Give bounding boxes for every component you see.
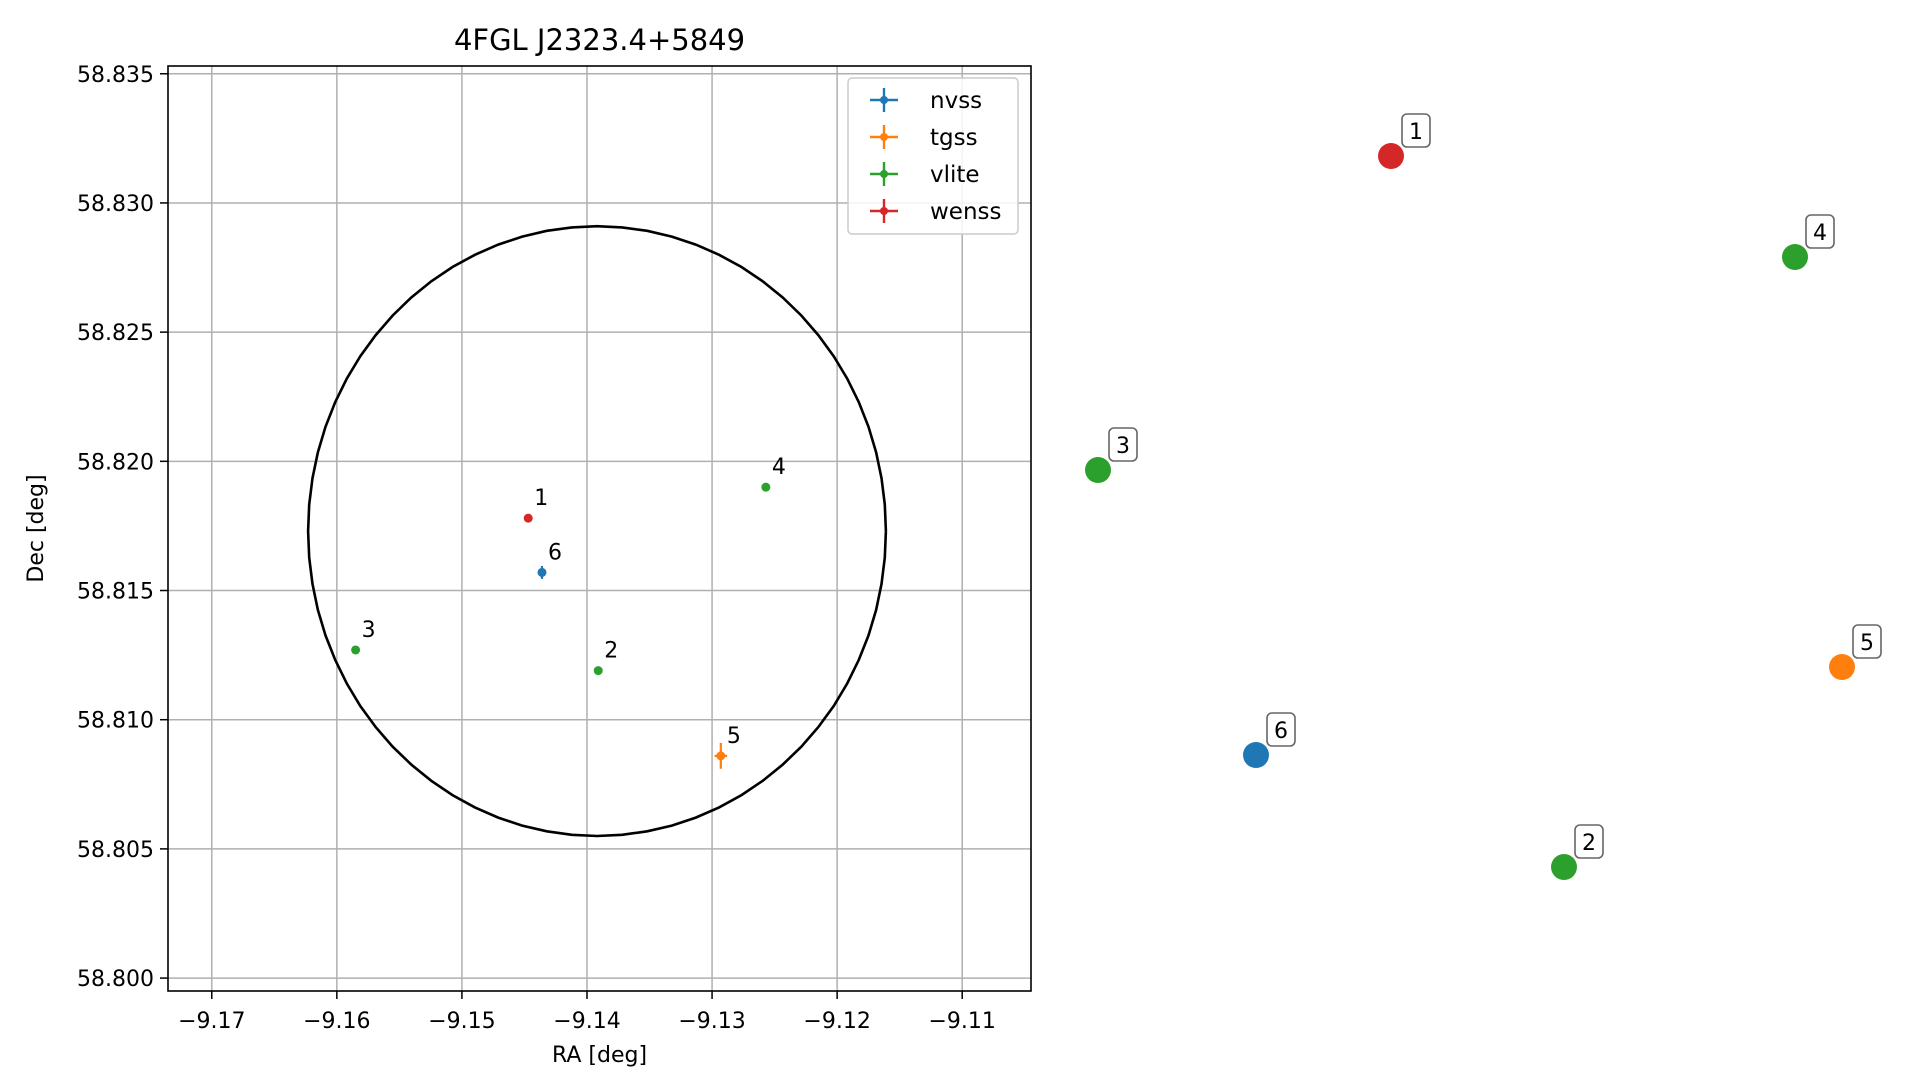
legend-marker: [880, 96, 888, 104]
x-axis-label: RA [deg]: [552, 1043, 647, 1068]
side-marker-dot: [1085, 457, 1111, 483]
data-point-nvss-6: 6: [537, 540, 562, 579]
point-marker: [351, 645, 361, 655]
side-marker-label: 1: [1409, 120, 1423, 145]
side-marker-box: [1852, 624, 1882, 659]
legend-box: [847, 77, 1019, 235]
x-tick-label: −9.14: [553, 1009, 620, 1034]
side-marker-dot: [1551, 854, 1577, 880]
data-point-tgss-5: 5: [714, 724, 741, 769]
x-axis-ticks: −9.17 −9.16 −9.15 −9.14 −9.13 −9.12 −9.11: [178, 991, 996, 1034]
error-circle-layer: [306, 224, 888, 838]
side-marker-box: [1108, 427, 1138, 462]
x-tick-label: −9.15: [428, 1009, 495, 1034]
legend-label: vlite: [930, 162, 980, 188]
y-tick-label: 58.835: [77, 63, 154, 88]
legend-item-tgss: tgss: [870, 125, 978, 151]
side-marker-box: [1574, 824, 1604, 859]
point-marker: [716, 751, 726, 761]
side-marker-dot: [1829, 654, 1855, 680]
legend-label: wenss: [930, 199, 1002, 225]
legend: nvss tgss vlite wenss: [847, 77, 1019, 235]
y-tick-label: 58.810: [77, 709, 154, 734]
error-circle: [306, 224, 888, 838]
point-marker: [537, 567, 547, 577]
data-point-vlite-3: 3: [351, 618, 376, 655]
legend-marker: [880, 133, 888, 141]
side-marker-3: 3: [1085, 427, 1138, 483]
side-marker-dot: [1243, 742, 1269, 768]
x-tick-label: −9.13: [678, 1009, 745, 1034]
side-marker-label: 2: [1582, 831, 1596, 856]
legend-marker: [880, 170, 888, 178]
side-marker-2: 2: [1551, 824, 1604, 880]
y-tick-label: 58.825: [77, 321, 154, 346]
chart-title: 4FGL J2323.4+5849: [454, 23, 745, 57]
side-marker-label: 4: [1813, 221, 1827, 246]
data-point-vlite-2: 2: [593, 639, 618, 676]
side-marker-label: 3: [1116, 434, 1130, 459]
side-marker-box: [1266, 712, 1296, 747]
legend-label: nvss: [930, 88, 982, 114]
point-label: 5: [727, 724, 741, 749]
y-tick-label: 58.800: [77, 967, 154, 992]
side-marker-label: 6: [1274, 719, 1288, 744]
side-marker-4: 4: [1782, 214, 1835, 270]
y-tick-label: 58.805: [77, 838, 154, 863]
side-marker-1: 1: [1378, 113, 1431, 169]
legend-item-nvss: nvss: [870, 88, 982, 114]
x-tick-label: −9.17: [178, 1009, 245, 1034]
y-axis-label: Dec [deg]: [24, 474, 49, 582]
point-label: 3: [362, 618, 376, 643]
data-point-vlite-4: 4: [761, 455, 786, 492]
point-marker: [593, 666, 603, 676]
axes-frame: [167, 65, 1032, 992]
point-marker: [523, 513, 533, 523]
data-points: 6 5 2 3 4 1: [351, 455, 786, 769]
side-marker-panel: 1 4 3 5 6 2: [1085, 113, 1882, 880]
point-marker: [761, 482, 771, 492]
side-marker-label: 5: [1860, 631, 1874, 656]
legend-item-wenss: wenss: [870, 199, 1002, 225]
side-marker-5: 5: [1829, 624, 1882, 680]
point-label: 4: [772, 455, 786, 480]
point-label: 6: [548, 540, 562, 565]
x-tick-label: −9.11: [928, 1009, 995, 1034]
side-marker-box: [1401, 113, 1431, 148]
point-label: 2: [604, 639, 618, 664]
x-tick-label: −9.16: [303, 1009, 370, 1034]
legend-marker: [880, 207, 888, 215]
legend-item-vlite: vlite: [870, 162, 980, 188]
y-tick-label: 58.830: [77, 192, 154, 217]
side-marker-dot: [1378, 143, 1404, 169]
side-marker-dot: [1782, 244, 1808, 270]
x-tick-label: −9.12: [803, 1009, 870, 1034]
side-marker-box: [1805, 214, 1835, 249]
y-tick-label: 58.820: [77, 450, 154, 475]
point-label: 1: [534, 486, 548, 511]
y-tick-label: 58.815: [77, 580, 154, 605]
legend-label: tgss: [930, 125, 978, 151]
data-point-wenss-1: 1: [523, 486, 548, 523]
y-axis-ticks: 58.800 58.805 58.810 58.815 58.820 58.825 58.8…: [77, 63, 168, 992]
side-marker-6: 6: [1243, 712, 1296, 768]
